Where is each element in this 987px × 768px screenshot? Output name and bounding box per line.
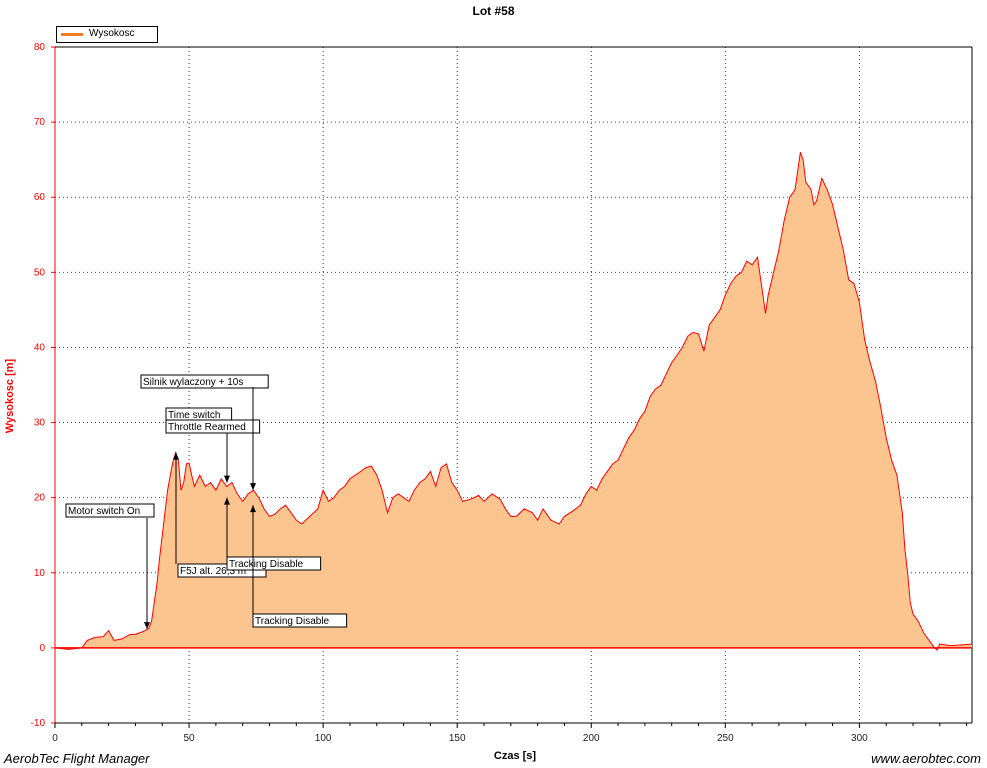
annotation-arrow: [250, 505, 256, 513]
annotation-label: Tracking Disable: [229, 559, 304, 570]
series-line: [54, 152, 973, 651]
annotation-box: [140, 374, 269, 389]
series-area: [54, 152, 973, 651]
annotation-label: Time switch: [168, 410, 220, 421]
annotation-label: F5J alt. 26,3 m: [180, 566, 246, 577]
y-tick-label: 50: [34, 267, 46, 278]
legend-swatch: [61, 33, 83, 36]
series-fill: [55, 152, 972, 651]
annotation-box: [65, 503, 155, 518]
x-tick-label: 150: [449, 733, 466, 744]
x-tick-label: 0: [52, 733, 58, 744]
y-tick-label: 80: [34, 42, 46, 53]
footer-brand: AerobTec Flight Manager: [4, 751, 150, 766]
annotation-arrow: [224, 497, 230, 505]
tick-labels: -10 0 10 20 30 40 50 60 70 80 0 50 100 150 200 250 300: [31, 42, 968, 744]
x-tick-label: 50: [184, 733, 196, 744]
annotation-label: Motor switch On: [68, 506, 140, 517]
annotation-arrow: [144, 622, 150, 630]
legend-label: Wysokosc: [89, 28, 135, 39]
y-tick-label: 70: [34, 117, 46, 128]
annotation-box: [252, 613, 348, 628]
x-tick-label: 250: [717, 733, 734, 744]
y-tick-label: 0: [39, 643, 45, 654]
annotation-label: Tracking Disable: [255, 616, 330, 627]
y-axis-label: Wysokosc [m]: [4, 358, 16, 434]
footer-website: www.aerobtec.com: [871, 751, 981, 766]
chart-title: Lot #58: [472, 4, 515, 18]
x-axis-label: Czas [s]: [493, 750, 537, 762]
x-tick-label: 200: [583, 733, 600, 744]
annotation-label: Throttle Rearmed: [168, 422, 246, 433]
y-tick-label: -10: [31, 718, 46, 729]
annotation-arrow: [224, 475, 230, 483]
annotation-box: [165, 419, 261, 434]
y-tick-label: 20: [34, 493, 46, 504]
y-tick-label: 30: [34, 418, 46, 429]
x-tick-label: 300: [851, 733, 868, 744]
annotation-arrow: [173, 452, 179, 460]
annotation-arrow: [250, 483, 256, 491]
y-tick-label: 60: [34, 192, 46, 203]
annotation-box: [226, 556, 322, 571]
legend: Wysokosc: [56, 26, 158, 43]
annotation-label: Silnik wylaczony + 10s: [143, 377, 243, 388]
x-tick-label: 100: [315, 733, 332, 744]
annotations: Motor switch On F5J alt. 26,3 m Time switc…: [65, 374, 348, 630]
y-tick-label: 40: [34, 342, 46, 353]
y-tick-label: 10: [34, 568, 46, 579]
